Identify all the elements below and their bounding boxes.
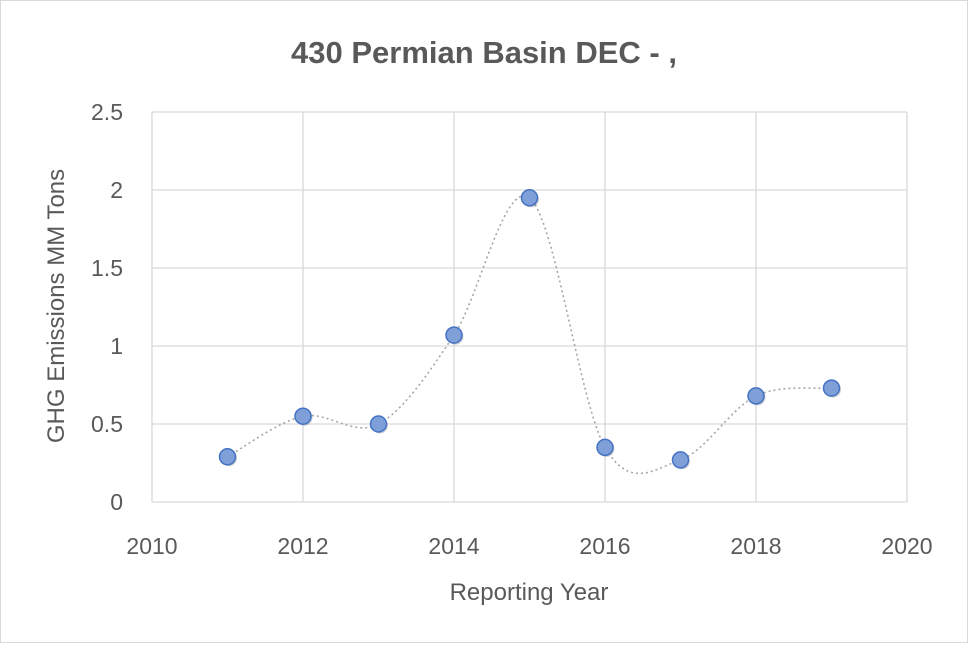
- data-point-2019: [822, 379, 841, 397]
- y-tick-label-4: 2: [110, 177, 123, 203]
- y-tick-label-3: 1.5: [91, 255, 123, 281]
- x-tick-label-5: 2020: [881, 533, 932, 559]
- data-point-2013: [369, 415, 388, 433]
- y-tick-label-5: 2.5: [91, 99, 123, 125]
- data-point-2018: [747, 387, 765, 405]
- data-point-2017: [671, 451, 690, 469]
- x-tick-label-1: 2012: [277, 533, 328, 559]
- data-point-2016: [596, 438, 614, 457]
- y-tick-label-1: 0.5: [91, 411, 123, 437]
- x-axis-label: Reporting Year: [450, 579, 609, 606]
- series-trendline: [227, 195, 832, 475]
- data-point-2011: [218, 448, 237, 466]
- y-axis-ticks: 0 0.5 1 1.5 2 2.5: [91, 99, 123, 515]
- data-point-2012: [294, 407, 312, 425]
- x-tick-label-3: 2016: [579, 533, 630, 559]
- x-tick-label-0: 2010: [126, 533, 177, 559]
- gridlines: [151, 111, 908, 503]
- x-tick-label-2: 2014: [428, 533, 479, 559]
- data-point-2015: [520, 189, 539, 207]
- data-point-2014: [445, 326, 463, 344]
- x-axis-ticks: 2010 2012 2014 2016 2018 2020: [126, 533, 932, 559]
- y-tick-label-0: 0: [110, 489, 123, 515]
- data-points: [218, 189, 841, 470]
- chart-title: 430 Permian Basin DEC - ,: [291, 35, 677, 70]
- x-tick-label-4: 2018: [730, 533, 781, 559]
- y-tick-label-2: 1: [110, 333, 123, 359]
- y-axis-label: GHG Emissions MM Tons: [43, 169, 70, 443]
